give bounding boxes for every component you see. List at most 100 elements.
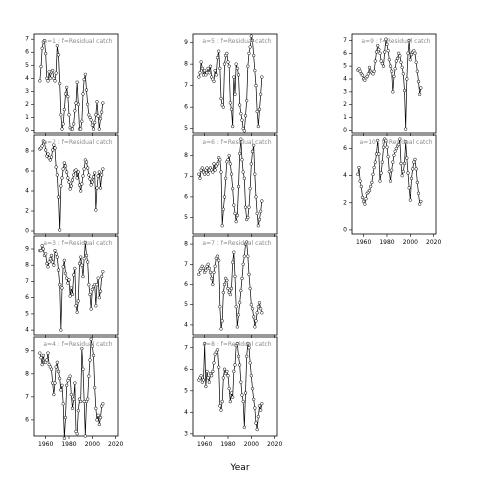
data-point xyxy=(80,263,84,267)
y-tick-label: 4 xyxy=(184,321,188,328)
data-point xyxy=(388,64,393,68)
y-tick-label: 5 xyxy=(25,310,29,317)
data-point xyxy=(217,365,221,369)
data-point xyxy=(254,195,258,199)
data-point xyxy=(400,65,404,70)
data-point xyxy=(60,383,64,387)
data-point xyxy=(242,176,246,180)
y-tick-label: 3 xyxy=(343,88,347,95)
y-tick-label: 7 xyxy=(184,261,188,268)
data-point xyxy=(54,165,58,169)
data-point xyxy=(385,145,389,149)
data-point xyxy=(392,74,396,79)
data-point xyxy=(405,156,409,160)
panel-title: a=4 : f=Residual catch xyxy=(43,341,112,348)
data-point xyxy=(372,165,376,170)
data-point xyxy=(59,388,63,392)
data-point xyxy=(46,351,50,355)
data-point xyxy=(257,217,262,222)
series-line xyxy=(198,36,263,133)
y-tick-label: 8 xyxy=(25,370,29,377)
data-point xyxy=(247,205,251,209)
data-point xyxy=(79,255,83,259)
data-point xyxy=(83,72,87,77)
data-point xyxy=(220,224,224,228)
data-point xyxy=(384,37,388,41)
data-point xyxy=(243,114,248,118)
data-point xyxy=(239,137,243,141)
x-tick-label: 2020 xyxy=(267,441,282,448)
data-point xyxy=(38,351,42,355)
data-point xyxy=(207,266,211,270)
data-point xyxy=(406,171,410,175)
data-point xyxy=(213,168,217,172)
data-point xyxy=(407,38,411,43)
data-point xyxy=(413,51,417,55)
data-point xyxy=(199,60,203,64)
data-point xyxy=(89,337,93,341)
data-point xyxy=(367,65,372,70)
panel-frame xyxy=(33,336,119,437)
data-point xyxy=(228,292,232,297)
data-point xyxy=(239,111,243,116)
data-point xyxy=(100,110,104,114)
data-point xyxy=(388,179,393,183)
data-point xyxy=(56,369,61,374)
data-point xyxy=(97,170,101,174)
data-point xyxy=(242,425,246,430)
data-point xyxy=(215,348,220,352)
data-point xyxy=(220,399,224,404)
data-point xyxy=(363,78,367,82)
y-tick-label: 3 xyxy=(184,430,188,437)
y-tick-label: 5 xyxy=(184,387,188,394)
data-point xyxy=(357,165,361,170)
data-point xyxy=(386,155,390,159)
data-point xyxy=(203,172,207,176)
data-point xyxy=(233,211,237,216)
data-point xyxy=(87,173,91,177)
x-tick-label: 2020 xyxy=(108,441,123,448)
data-point xyxy=(394,146,398,151)
data-point xyxy=(367,188,372,193)
data-point xyxy=(87,113,91,117)
panel-title: a=9 : f=Residual catch xyxy=(361,38,430,45)
data-point xyxy=(228,101,232,105)
data-point xyxy=(238,363,242,367)
panel-5: 5 6 7 8 9 a=5 : f=Residual catch xyxy=(184,33,278,136)
data-point xyxy=(100,274,104,279)
data-point xyxy=(392,153,396,157)
panel-6: 5 6 7 8 a=6 : f=Residual catch xyxy=(184,134,278,237)
data-point xyxy=(234,219,238,224)
data-point xyxy=(52,76,56,80)
x-tick-label: 1960 xyxy=(197,441,212,448)
panel-title: a=10 : f=Residual catch xyxy=(360,139,433,146)
data-point xyxy=(226,60,230,64)
data-point xyxy=(206,376,210,380)
data-point xyxy=(98,289,103,293)
data-point xyxy=(97,422,101,427)
data-point xyxy=(93,120,97,125)
data-point xyxy=(246,254,250,258)
data-point xyxy=(96,114,100,118)
data-point xyxy=(390,168,394,172)
data-point xyxy=(197,172,201,176)
data-point xyxy=(254,421,258,425)
data-point xyxy=(250,307,255,311)
data-point xyxy=(256,305,260,309)
data-point xyxy=(77,261,82,266)
data-point xyxy=(204,384,208,389)
data-point xyxy=(94,304,98,308)
panel-title: a=7 : f=Residual catch xyxy=(202,240,271,247)
data-point xyxy=(232,250,236,254)
data-point xyxy=(45,358,49,362)
data-point xyxy=(74,304,78,308)
data-point xyxy=(380,160,384,164)
data-point xyxy=(405,77,409,81)
data-point xyxy=(373,160,377,164)
data-point xyxy=(95,100,99,104)
data-point xyxy=(221,207,225,211)
data-point xyxy=(81,174,85,178)
data-point xyxy=(238,103,242,107)
data-point xyxy=(252,53,256,58)
